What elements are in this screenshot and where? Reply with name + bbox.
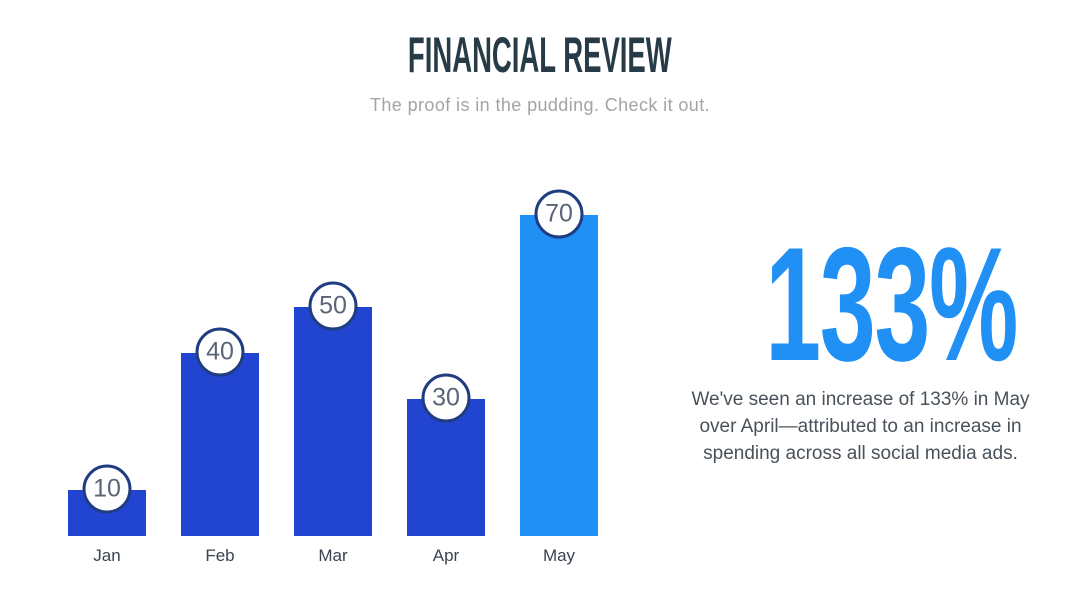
stat-value: 133% [688,224,1033,386]
bar-item-mar: 50 Mar [294,281,372,566]
bar-jan: 10 [68,464,146,536]
axis-label-mar: Mar [318,546,348,565]
stat-description: We've seen an increase of 133% in May ov… [691,389,1030,465]
bar-item-jan: 10 Jan [68,464,146,566]
value-bubble-may: 70 [534,189,584,239]
value-bubble-apr: 30 [421,373,471,423]
stat-value-text: 133% [765,214,1018,395]
axis-label-may: May [542,546,576,565]
bar-feb: 40 [181,327,259,536]
value-bubble-feb: 40 [195,327,245,377]
bar-may: 70 [520,189,598,536]
value-bubble-jan: 10 [82,464,132,514]
value-bubble-mar: 50 [308,281,358,331]
stat-panel: 133% We've seen an increase of 133% in M… [688,224,1033,467]
bar-mar: 50 [294,281,372,536]
bar-apr: 30 [407,373,485,536]
page-title: FINANCIAL REVIEW [0,30,1080,80]
axis-label-feb: Feb [205,546,235,565]
axis-label-jan: Jan [93,546,121,565]
page-title-text: FINANCIAL REVIEW [408,27,672,83]
axis-label-apr: Apr [432,546,460,565]
header: FINANCIAL REVIEW The proof is in the pud… [0,0,1080,116]
bar-item-apr: 30 Apr [407,373,485,566]
bar-chart: 10 Jan 40 Feb 50 Mar 30 Apr 70 May [68,160,598,566]
bar-item-may: 70 May [520,189,598,566]
bar-item-feb: 40 Feb [181,327,259,566]
subtitle: The proof is in the pudding. Check it ou… [370,95,710,115]
